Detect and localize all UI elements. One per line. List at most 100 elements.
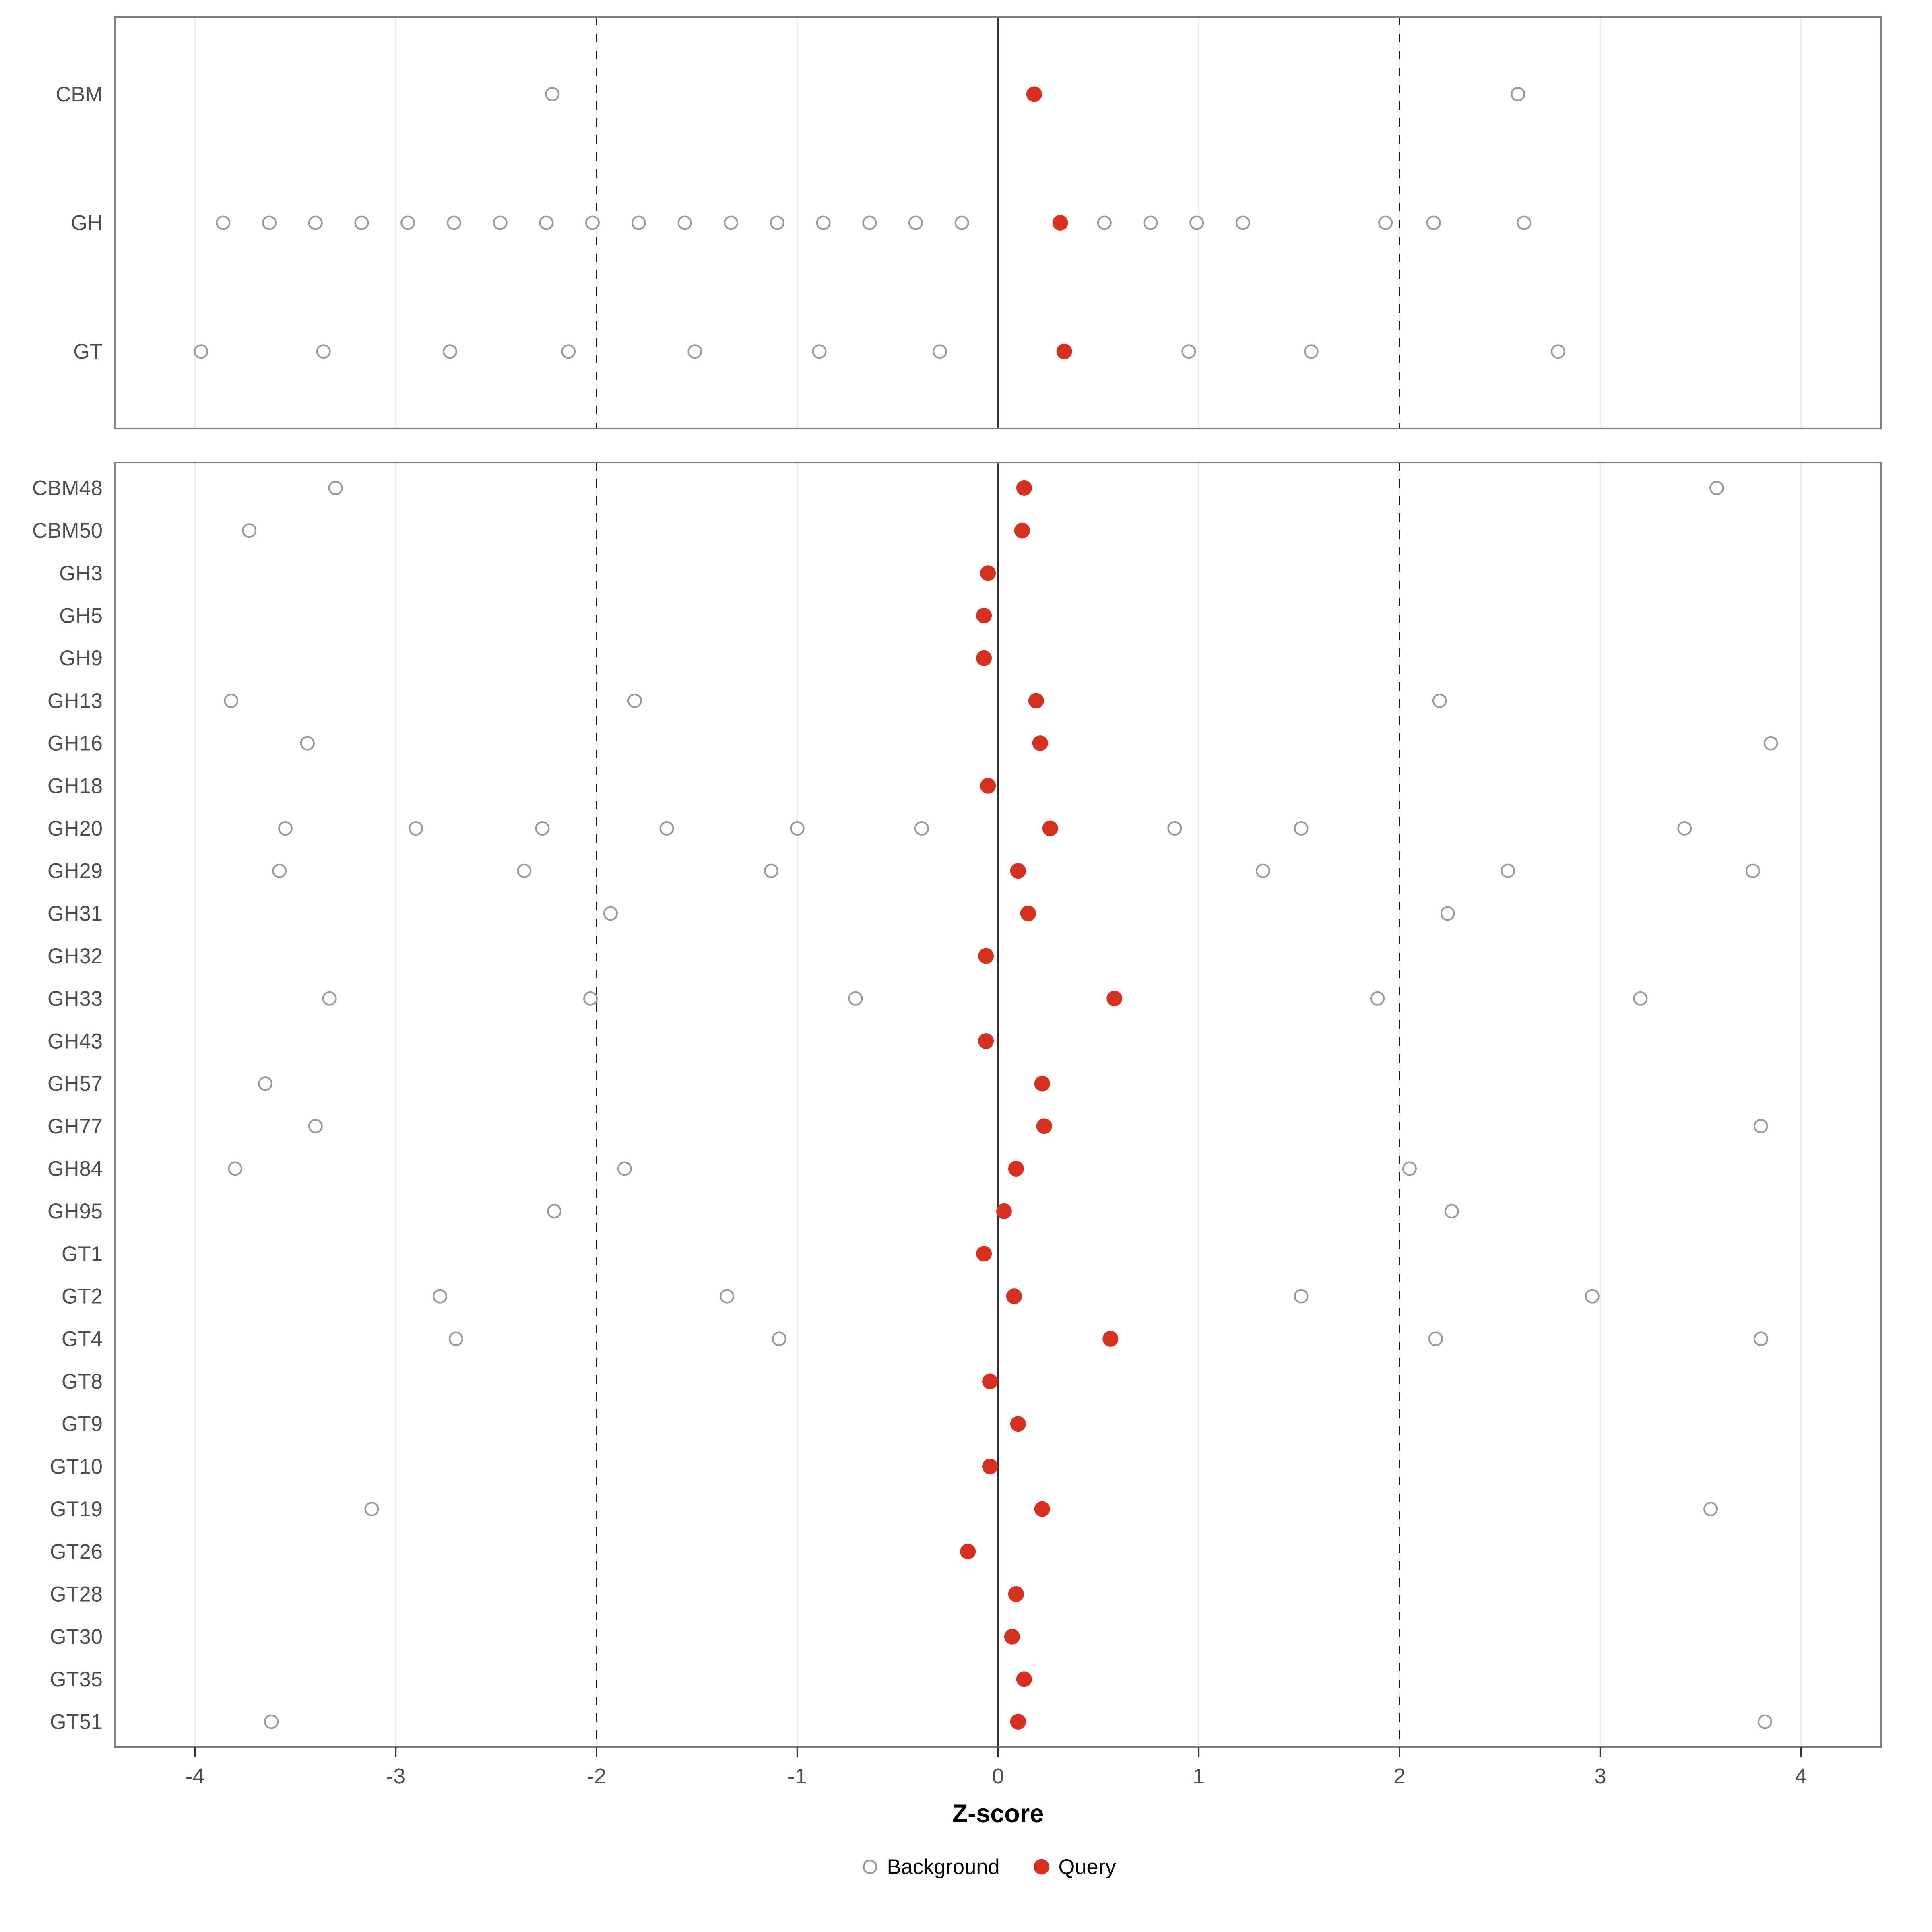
x-axis: -4 -3 -2 -1 0 1 2 3 4 Z-score (185, 1747, 1807, 1828)
background-point (442, 344, 457, 359)
background-point (1585, 1289, 1600, 1304)
background-point (1745, 863, 1760, 878)
background-point (1167, 821, 1182, 836)
x-tick-label-0: 0 (992, 1764, 1004, 1788)
background-point (216, 215, 231, 230)
query-point (1004, 1629, 1020, 1645)
background-point (659, 821, 674, 836)
background-point (354, 215, 369, 230)
background-point (446, 215, 461, 230)
background-point (535, 821, 550, 836)
query-point (1010, 863, 1026, 879)
query-point (1010, 1714, 1026, 1730)
query-point (980, 778, 996, 794)
background-point (1097, 215, 1112, 230)
background-point (1511, 87, 1525, 101)
background-point (1428, 1331, 1443, 1346)
background-point (1753, 1331, 1768, 1346)
background-point (1444, 1204, 1459, 1219)
query-point (976, 650, 992, 666)
y-axis-label-CBM48: CBM48 (32, 476, 103, 500)
y-axis-label-GT30: GT30 (50, 1625, 103, 1649)
query-point (978, 1033, 994, 1049)
query-point (1106, 991, 1123, 1007)
y-axis-label-GH57: GH57 (47, 1072, 103, 1096)
y-axis-label-GH16: GH16 (47, 732, 103, 755)
x-tick-label-1: 1 (1193, 1764, 1205, 1788)
background-point (409, 821, 423, 836)
background-point (262, 215, 277, 230)
background-point (308, 215, 323, 230)
query-point (1102, 1331, 1119, 1347)
background-point (1551, 344, 1566, 359)
x-tick-label--4: -4 (185, 1764, 204, 1788)
background-point (1501, 863, 1515, 878)
query-point (1032, 735, 1048, 751)
x-tick-label--2: -2 (587, 1764, 606, 1788)
query-point (1042, 820, 1058, 836)
background-point (316, 344, 331, 359)
background-point (1753, 1119, 1768, 1133)
background-point (677, 215, 692, 230)
background-point (322, 991, 337, 1006)
background-point (1370, 991, 1385, 1006)
y-axis-label-GT4: GT4 (62, 1327, 103, 1351)
y-axis-label-GH95: GH95 (47, 1199, 103, 1223)
y-axis-label-GT26: GT26 (50, 1540, 103, 1564)
background-point (364, 1502, 379, 1517)
panel-family-detail: CBM48 CBM50 GH3 GH5 GH9 GH13 GH16 GH18 GH20 GH29 G… (32, 461, 1882, 1748)
background-point (720, 1289, 735, 1304)
background-point (272, 863, 287, 878)
x-tick-label-2: 2 (1393, 1764, 1406, 1788)
y-axis-label-GT2: GT2 (62, 1285, 103, 1309)
query-point (982, 1458, 998, 1474)
background-point (1143, 215, 1158, 230)
background-point (1677, 821, 1692, 836)
query-point (980, 565, 996, 581)
legend-query-icon (1034, 1859, 1049, 1875)
background-point (1378, 215, 1393, 230)
background-point (448, 1331, 463, 1346)
background-point (724, 215, 739, 230)
background-point (914, 821, 929, 836)
y-axis-label-GH32: GH32 (47, 944, 103, 968)
y-axis-label-GH13: GH13 (47, 689, 103, 713)
background-point (539, 215, 554, 230)
query-point (1026, 86, 1042, 102)
background-point (1703, 1502, 1718, 1517)
y-axis-label-GH77: GH77 (47, 1115, 103, 1138)
y-axis-label-GT51: GT51 (50, 1710, 103, 1734)
background-point (1189, 215, 1204, 230)
background-point (770, 215, 784, 230)
background-point (1181, 344, 1196, 359)
x-tick-label--1: -1 (788, 1764, 807, 1788)
background-point (1432, 693, 1447, 708)
y-axis-label-CBM50: CBM50 (32, 519, 103, 543)
background-point (631, 215, 646, 230)
y-axis-label-GH31: GH31 (47, 902, 103, 925)
y-axis-label-GT35: GT35 (50, 1668, 103, 1691)
background-point (278, 821, 293, 836)
y-axis-label-GH20: GH20 (47, 817, 103, 840)
legend-background-icon (863, 1859, 877, 1874)
background-point (400, 215, 415, 230)
y-axis-label-GH9: GH9 (59, 646, 103, 670)
query-point (1010, 1416, 1026, 1432)
background-point (517, 863, 532, 878)
y-axis-label-GT10: GT10 (50, 1455, 103, 1478)
query-point (1052, 215, 1068, 231)
y-axis-label-CBM: CBM (56, 83, 103, 106)
background-point (1757, 1714, 1772, 1729)
query-point (1006, 1288, 1022, 1305)
background-point (816, 215, 831, 230)
query-point (976, 608, 992, 624)
y-axis-label-GH84: GH84 (47, 1157, 103, 1181)
background-point (194, 344, 208, 359)
query-point (1056, 343, 1072, 359)
query-point (1020, 905, 1036, 921)
y-axis-label-GH33: GH33 (47, 987, 103, 1011)
y-axis-label-GT1: GT1 (62, 1242, 103, 1266)
background-point (687, 344, 702, 359)
